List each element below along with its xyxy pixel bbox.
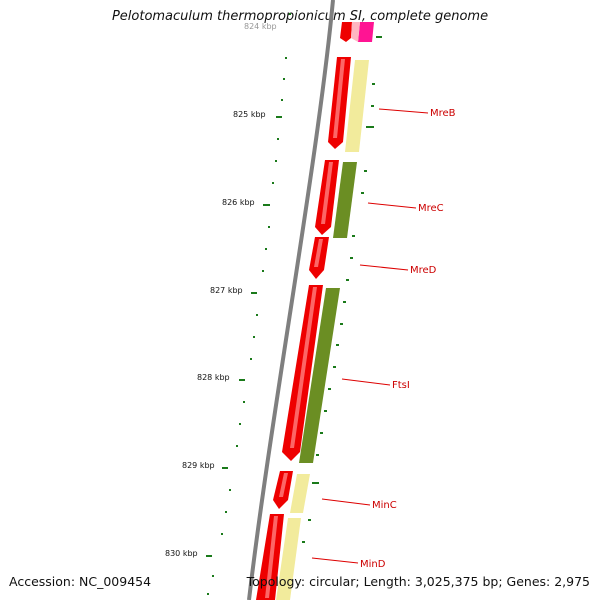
cds-red-mreb-highlight xyxy=(333,59,345,138)
cds-red-mrec-highlight xyxy=(321,162,333,224)
genome-title: Pelotomaculum thermopropionicum SI, comp… xyxy=(111,9,489,24)
cds-red-minc-highlight xyxy=(279,473,288,497)
ruler-label-827: 827 kbp xyxy=(210,286,243,295)
ruler-dots xyxy=(206,13,291,595)
cds-top-magenta xyxy=(358,22,374,42)
cds-yellow-mind[interactable] xyxy=(276,518,301,600)
gene-label-mred[interactable]: MreD xyxy=(410,265,437,276)
cds-top-pink xyxy=(351,22,360,42)
ruler-label-826: 826 kbp xyxy=(222,198,255,207)
cds-top-red xyxy=(340,22,352,42)
outer-tick-marks xyxy=(302,36,382,543)
ruler-label-828: 828 kbp xyxy=(197,373,230,382)
gene-label-minc[interactable]: MinC xyxy=(372,500,397,511)
gene-label-mind[interactable]: MinD xyxy=(360,559,386,570)
top-feature-group xyxy=(340,22,374,42)
gene-group-mrec[interactable]: MreC xyxy=(315,160,444,238)
gene-group-mred[interactable]: MreD xyxy=(309,237,437,279)
callout-mind xyxy=(311,557,359,564)
gene-label-mreb[interactable]: MreB xyxy=(430,108,456,119)
gene-group-ftsi[interactable]: FtsI xyxy=(282,285,410,463)
cds-yellow-mreb[interactable] xyxy=(345,60,369,152)
gene-group-mreb[interactable]: MreB xyxy=(328,57,456,152)
cds-olive-mrec[interactable] xyxy=(333,162,357,238)
topology-text: Topology: circular; Length: 3,025,375 bp… xyxy=(246,574,590,589)
callout-mreb xyxy=(378,108,429,114)
backbone-line xyxy=(247,0,335,600)
accession-text: Accession: NC_009454 xyxy=(9,574,152,589)
cds-red-ftsi-highlight xyxy=(290,287,317,448)
gene-group-minc[interactable]: MinC xyxy=(273,471,397,513)
gene-label-ftsi[interactable]: FtsI xyxy=(392,380,410,391)
cds-red-mred-highlight xyxy=(314,239,323,267)
ruler-label-830: 830 kbp xyxy=(165,549,198,558)
ruler-label-top: 824 kbp xyxy=(244,22,277,31)
gene-group-mind[interactable]: MinD xyxy=(256,514,386,600)
ruler-label-825: 825 kbp xyxy=(233,110,266,119)
callout-minc xyxy=(321,498,371,506)
callout-mrec xyxy=(367,202,417,209)
callout-mred xyxy=(359,264,409,271)
cds-yellow-minc[interactable] xyxy=(290,474,310,513)
callout-ftsi xyxy=(341,378,391,386)
ruler-label-829: 829 kbp xyxy=(182,461,215,470)
gene-label-mrec[interactable]: MreC xyxy=(418,203,444,214)
cds-olive-ftsi[interactable] xyxy=(299,288,340,463)
cds-red-mind-highlight xyxy=(265,516,278,598)
